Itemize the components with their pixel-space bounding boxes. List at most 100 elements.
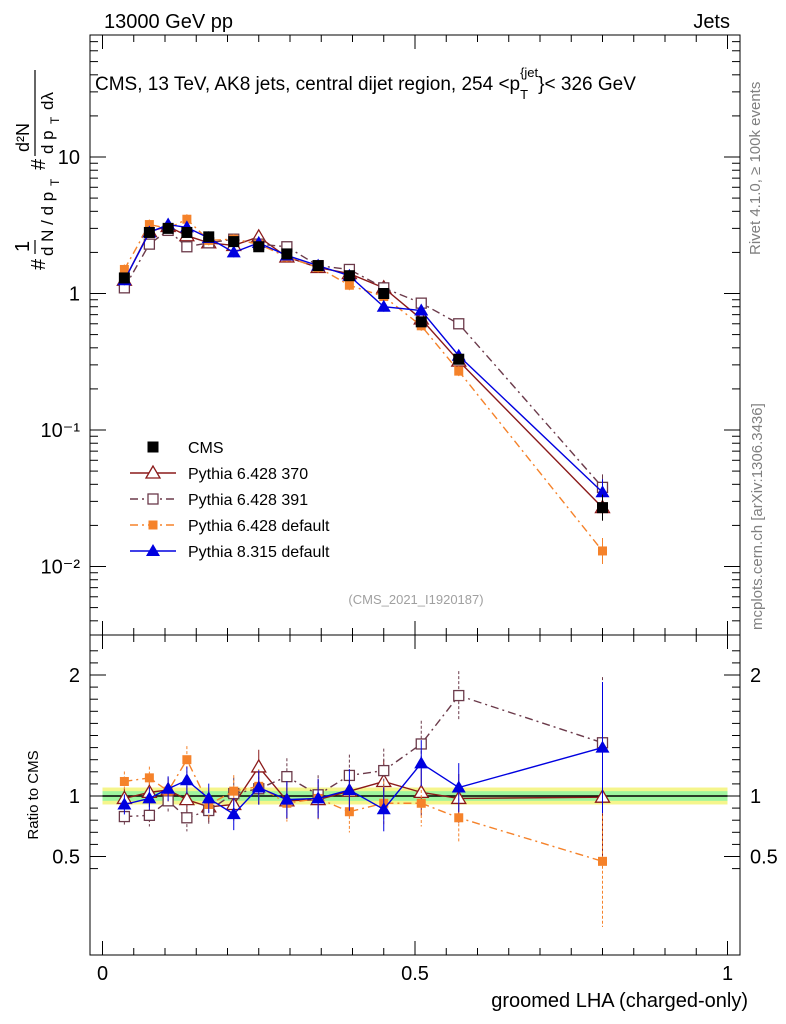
ratio-line (124, 694, 603, 819)
chart-title-sup: {jet (520, 65, 538, 80)
data-point (312, 260, 324, 272)
x-tick-label: 0 (97, 963, 108, 985)
data-point (343, 270, 355, 282)
ratio-point (161, 781, 176, 794)
legend-marker (144, 464, 162, 479)
ratio-point (342, 782, 357, 795)
ratio-point (179, 773, 194, 786)
series-pythia-8-315-default (117, 217, 610, 506)
mcplots-label: mcplots.cern.ch [arXiv:1306.3436] (749, 403, 766, 630)
legend-item: Pythia 6.428 391 (130, 492, 308, 509)
data-point (162, 222, 174, 234)
data-point (415, 316, 427, 328)
data-point (453, 318, 465, 330)
x-tick-label: 0.5 (401, 963, 429, 985)
series-pythia-6-428-391 (118, 224, 609, 501)
data-point (598, 546, 607, 556)
svg-text:dλ: dλ (38, 92, 57, 110)
data-point (119, 264, 129, 274)
data-point (253, 241, 265, 253)
svg-text:#: # (28, 158, 50, 170)
ratio-point (142, 791, 157, 804)
main-series-layer (116, 214, 611, 564)
ratio-point (451, 780, 466, 793)
legend-marker (148, 520, 158, 530)
legend-item: Pythia 8.315 default (130, 544, 330, 561)
axes: 0 0.5 1 10⁻² 10⁻¹ 1 10 0.5 0.5 1 1 2 2 (41, 35, 778, 985)
x-axis-label: groomed LHA (charged-only) (491, 990, 748, 1012)
data-point (144, 220, 154, 230)
data-point (226, 245, 241, 258)
ratio-y-tick-label-right: 0.5 (750, 847, 778, 869)
ratio-point (229, 786, 239, 796)
legend-item: CMS (147, 440, 224, 457)
data-point (414, 303, 429, 316)
ratio-point (598, 856, 607, 866)
data-point (181, 226, 193, 238)
ratio-point (119, 776, 129, 786)
data-point (597, 502, 608, 514)
header-right: Jets (693, 11, 730, 33)
data-point (143, 226, 155, 238)
main-y-tick-label: 10⁻¹ (41, 420, 81, 442)
ratio-y-tick-label-right: 2 (750, 665, 761, 687)
main-y-tick-label: 10⁻² (41, 557, 81, 579)
legend-marker (146, 544, 160, 556)
data-point (281, 248, 293, 260)
ratio-series-layer (116, 671, 611, 927)
ratio-point (414, 756, 429, 769)
chart-title: CMS, 13 TeV, AK8 jets, central dijet reg… (95, 65, 636, 102)
legend-item: Pythia 6.428 370 (130, 464, 308, 483)
legend-label: Pythia 8.315 default (188, 544, 330, 561)
data-point (143, 238, 156, 250)
ratio-y-label: Ratio to CMS (25, 750, 42, 839)
header-left: 13000 GeV pp (104, 11, 233, 33)
svg-text:d p: d p (38, 130, 57, 154)
rivet-label: Rivet 4.1.0, ≥ 100k events (747, 82, 764, 255)
ratio-point (143, 809, 156, 822)
svg-text:d N / d p: d N / d p (38, 192, 57, 256)
legend-marker (147, 493, 159, 505)
watermark: (CMS_2021_I1920187) (348, 592, 483, 607)
series-cms (118, 222, 608, 521)
ratio-point (279, 792, 294, 805)
ratio-point (181, 812, 193, 824)
chart-title-tail: }< 326 GeV (538, 74, 636, 95)
data-point (203, 231, 215, 243)
ratio-point (251, 780, 266, 793)
ratio-point (201, 791, 216, 804)
ratio-series-pythia-6-428-391 (118, 671, 609, 832)
ratio-y-tick-label: 0.5 (52, 847, 80, 869)
series-pythia-6-428-default (119, 214, 607, 564)
ratio-y-tick-label: 2 (69, 665, 80, 687)
data-point (378, 288, 390, 299)
svg-text:T: T (48, 178, 62, 186)
ratio-point (376, 802, 391, 815)
legend-label: Pythia 6.428 370 (188, 466, 308, 483)
ratio-point (344, 807, 354, 817)
data-point (454, 366, 464, 376)
ratio-point (454, 813, 464, 823)
data-point (376, 299, 391, 312)
legend-marker (147, 441, 159, 453)
x-tick-label: 1 (722, 963, 733, 985)
legend: CMS Pythia 6.428 370 Pythia 6.428 391 Pythi… (130, 440, 330, 561)
ratio-point (595, 740, 610, 753)
svg-text:#: # (28, 258, 50, 270)
ratio-point (311, 791, 326, 804)
ratio-point (453, 689, 465, 702)
legend-label: CMS (188, 440, 224, 457)
data-point (453, 353, 465, 365)
legend-label: Pythia 6.428 default (188, 518, 330, 535)
ratio-point (281, 770, 293, 783)
chart-title-sub: T (520, 87, 528, 102)
data-point (228, 236, 240, 248)
data-point (181, 241, 193, 253)
ratio-line (124, 758, 603, 863)
svg-text:T: T (48, 116, 62, 124)
ratio-point (144, 773, 154, 783)
main-y-tick-label: 1 (69, 284, 80, 306)
chart-title-main: CMS, 13 TeV, AK8 jets, central dijet reg… (95, 74, 520, 95)
svg-text:d²N: d²N (13, 123, 33, 152)
